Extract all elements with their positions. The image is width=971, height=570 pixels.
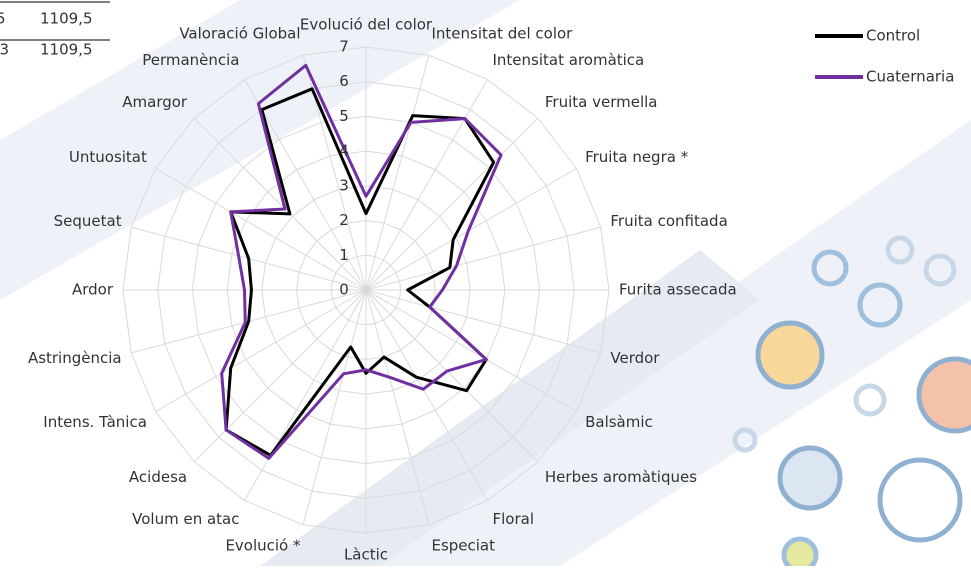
spoke	[245, 290, 367, 500]
r-tick-label: 1	[339, 246, 349, 264]
category-label: Amargor	[122, 93, 188, 111]
category-label: Floral	[493, 510, 535, 528]
table-cell: 13	[0, 41, 9, 59]
chart: 5 1109,5 13 1109,5 Evolució del colorInt…	[0, 0, 971, 566]
spoke	[156, 290, 366, 412]
category-label: Intens. Tànica	[43, 413, 147, 431]
category-label: Evolució *	[225, 536, 301, 554]
category-label: Astringència	[28, 349, 122, 367]
category-label: Untuositat	[69, 148, 147, 166]
series-line	[222, 65, 501, 458]
table-cell: 1109,5	[40, 10, 93, 28]
r-tick-label: 0	[339, 281, 349, 299]
category-label: Evolució del color	[300, 16, 433, 34]
category-label: Làctic	[344, 546, 388, 564]
category-label: Fruita negra *	[585, 148, 689, 166]
category-label: Fruita confitada	[610, 212, 727, 230]
category-label: Balsàmic	[585, 413, 653, 431]
spoke	[366, 227, 601, 290]
page: 5 1109,5 13 1109,5 Evolució del colorInt…	[0, 0, 971, 566]
category-label: Especiat	[431, 536, 495, 554]
table-cell: 5	[0, 10, 6, 28]
category-label: Ardor	[72, 281, 114, 299]
spoke	[366, 118, 538, 290]
category-label: Intensitat aromàtica	[493, 51, 645, 69]
table-cell: 1109,5	[40, 41, 93, 59]
spoke	[366, 55, 429, 290]
table-fragment: 5 1109,5 13 1109,5	[0, 2, 110, 59]
category-label: Sequetat	[54, 212, 122, 230]
r-tick-label: 3	[339, 176, 349, 194]
category-label: Furita assecada	[619, 281, 737, 299]
r-tick-label: 7	[339, 38, 349, 56]
spoke	[366, 290, 601, 353]
category-label: Herbes aromàtiques	[545, 468, 697, 486]
category-label: Acidesa	[129, 468, 187, 486]
legend-label: Cuaternaria	[866, 68, 954, 86]
category-label: Valoració Global	[179, 25, 300, 43]
r-tick-label: 4	[339, 142, 349, 160]
category-label: Intensitat del color	[431, 25, 573, 43]
spoke	[366, 80, 488, 290]
spoke	[366, 290, 576, 412]
category-label: Fruita vermella	[545, 93, 658, 111]
category-label: Verdor	[610, 349, 660, 367]
r-tick-label: 5	[339, 107, 349, 125]
spoke	[156, 169, 366, 291]
r-tick-label: 2	[339, 211, 349, 229]
r-tick-label: 6	[339, 72, 349, 90]
category-label: Volum en atac	[132, 510, 239, 528]
spoke	[366, 169, 576, 291]
legend-label: Control	[866, 27, 920, 45]
category-label: Permanència	[142, 51, 239, 69]
